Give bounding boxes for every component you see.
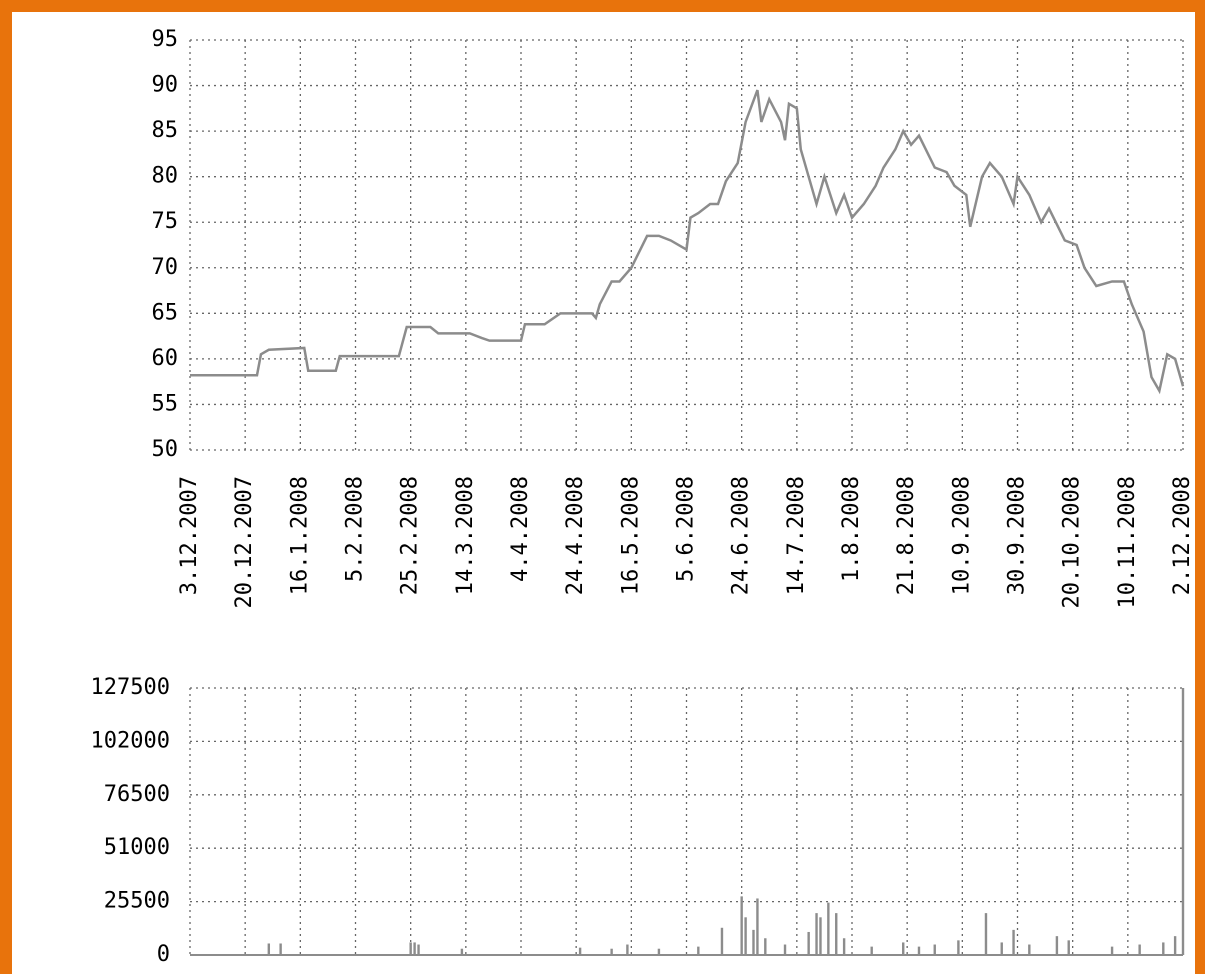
volume-bar: [827, 902, 830, 955]
y-tick-label: 85: [152, 118, 179, 143]
volume-bar: [413, 942, 416, 955]
volume-bar: [626, 944, 629, 955]
volume-bar: [267, 943, 271, 955]
x-tick-label: 21.8.2008: [894, 476, 919, 595]
x-tick-label: 16.1.2008: [287, 476, 312, 595]
volume-bar: [1012, 929, 1015, 955]
x-tick-label: 30.9.2008: [1005, 476, 1030, 595]
volume-bar: [807, 931, 810, 955]
volume-bar: [697, 946, 700, 955]
volume-bar: [279, 943, 282, 955]
volume-bar: [783, 944, 787, 955]
volume-bar: [764, 938, 767, 955]
volume-bar: [819, 917, 822, 955]
x-tick-label: 5.6.2008: [674, 476, 699, 582]
y-tick-label: 50: [152, 437, 179, 462]
y-tick-label: 0: [157, 942, 170, 967]
volume-bar: [657, 948, 661, 955]
x-tick-label: 3.12.2007: [177, 476, 202, 595]
y-tick-label: 127500: [91, 675, 170, 700]
y-tick-label: 60: [152, 346, 179, 371]
volume-bar: [417, 944, 420, 955]
volume-bar: [740, 896, 743, 955]
y-tick-label: 75: [152, 209, 179, 234]
y-tick-label: 102000: [91, 728, 170, 753]
x-tick-label: 10.9.2008: [949, 476, 974, 595]
volume-bar: [756, 898, 759, 955]
volume-bar: [1028, 944, 1031, 955]
y-tick-label: 51000: [104, 835, 170, 860]
x-tick-label: 14.7.2008: [784, 476, 809, 595]
volume-bar: [1138, 944, 1141, 955]
volume-bar: [1000, 942, 1003, 955]
y-tick-label: 55: [152, 391, 179, 416]
y-tick-label: 70: [152, 255, 179, 280]
x-tick-label: 24.6.2008: [729, 476, 754, 595]
y-tick-label: 65: [152, 300, 179, 325]
volume-bar: [720, 927, 724, 955]
volume-bar: [744, 917, 747, 955]
volume-bar: [578, 947, 582, 955]
y-tick-label: 25500: [104, 889, 170, 914]
volume-bar: [1173, 936, 1177, 955]
x-tick-label: 1.8.2008: [839, 476, 864, 582]
x-tick-label: 5.2.2008: [343, 476, 368, 582]
x-tick-label: 10.11.2008: [1115, 476, 1140, 608]
volume-bar: [1110, 946, 1114, 955]
volume-bar: [610, 948, 613, 955]
x-tick-label: 24.4.2008: [563, 476, 588, 595]
y-tick-label: 76500: [104, 782, 170, 807]
volume-bar: [957, 940, 960, 955]
volume-bar: [409, 942, 412, 955]
x-tick-label: 25.2.2008: [398, 476, 423, 595]
x-tick-label: 14.3.2008: [453, 476, 478, 595]
volume-bar: [917, 946, 921, 955]
volume-bar: [902, 942, 905, 955]
volume-bar: [752, 929, 755, 955]
volume-bar: [835, 913, 838, 955]
volume-bar: [984, 913, 988, 955]
x-tick-label: 4.4.2008: [508, 476, 533, 582]
y-tick-label: 80: [152, 164, 179, 189]
x-tick-label: 20.12.2007: [232, 476, 257, 608]
volume-bar: [933, 944, 936, 955]
volume-bar: [870, 946, 873, 955]
price-line: [190, 89, 1185, 395]
volume-bar: [815, 913, 818, 955]
volume-bar: [1162, 942, 1165, 955]
x-tick-label: 20.10.2008: [1060, 476, 1085, 608]
volume-bar: [1067, 940, 1070, 955]
y-tick-label: 95: [152, 27, 179, 52]
x-tick-label: 16.5.2008: [618, 476, 643, 595]
volume-bar: [842, 938, 846, 955]
x-tick-label: 2.12.2008: [1170, 476, 1195, 595]
volume-bar: [1055, 936, 1059, 955]
volume-bar: [460, 948, 464, 955]
volume-bar: [1181, 688, 1185, 955]
y-tick-label: 90: [152, 73, 179, 98]
